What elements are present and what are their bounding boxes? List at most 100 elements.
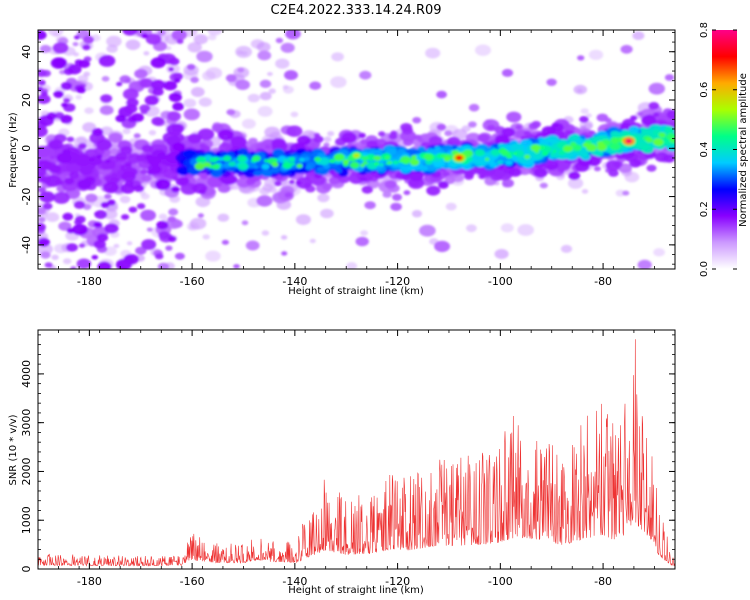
heatmap-cell xyxy=(174,252,185,260)
heatmap-cell xyxy=(364,201,376,210)
heatmap-cell xyxy=(226,109,236,116)
heatmap-cell xyxy=(484,157,490,161)
heatmap-cell xyxy=(236,155,248,163)
heatmap-cell xyxy=(500,223,514,233)
heatmap-cell xyxy=(268,186,277,193)
y-tick-label: 1000 xyxy=(20,506,33,534)
heatmap-cell xyxy=(323,142,330,148)
heatmap-cell xyxy=(128,206,138,213)
y-tick-label: 20 xyxy=(20,93,33,107)
heatmap-cell xyxy=(411,155,417,159)
heatmap-cell xyxy=(241,118,256,129)
heatmap-cell xyxy=(228,161,236,167)
heatmap-cell xyxy=(106,44,118,53)
heatmap-cell xyxy=(78,243,86,248)
heatmap-cell xyxy=(390,202,402,211)
heatmap-cell xyxy=(616,148,624,154)
heatmap-cell xyxy=(468,121,477,128)
heatmap-cell xyxy=(646,164,657,172)
heatmap-cell xyxy=(426,185,441,196)
heatmap-cell xyxy=(524,154,531,159)
heatmap-cell xyxy=(53,191,70,204)
heatmap-cell xyxy=(97,261,112,269)
heatmap-cell xyxy=(148,130,157,136)
heatmap-cell xyxy=(72,42,79,47)
x-tick-label: -120 xyxy=(385,275,410,288)
y-tick-label: 40 xyxy=(20,45,33,59)
heatmap-cell xyxy=(46,112,57,120)
heatmap-cell xyxy=(362,161,368,165)
heatmap-cell xyxy=(568,171,581,180)
heatmap-cell xyxy=(53,90,64,99)
y-tick-label: -40 xyxy=(20,236,33,254)
heatmap-cell xyxy=(172,72,184,81)
heatmap-cell xyxy=(515,124,522,130)
heatmap-cell xyxy=(218,157,224,161)
heatmap-cell xyxy=(72,224,88,236)
heatmap-cell xyxy=(323,163,331,170)
heatmap-cell xyxy=(61,102,68,108)
heatmap-cell xyxy=(195,196,211,208)
heatmap-cell xyxy=(560,244,573,253)
heatmap-cell xyxy=(139,78,153,88)
heatmap-cell xyxy=(135,246,147,255)
heatmap-cell xyxy=(152,87,164,97)
spectrogram-y-axis-label: Frequency (Hz) xyxy=(8,112,19,188)
heatmap-cell xyxy=(221,142,228,147)
heatmap-cell xyxy=(73,200,86,209)
heatmap-cell xyxy=(351,157,356,161)
colorbar-tick-label: 0.4 xyxy=(699,142,710,158)
heatmap-cell xyxy=(311,175,326,186)
heatmap-cell xyxy=(573,84,588,95)
heatmap-cell xyxy=(207,30,223,36)
heatmap-cell xyxy=(83,71,91,77)
heatmap-cell xyxy=(378,131,386,137)
heatmap-cell xyxy=(384,180,397,189)
heatmap-cell xyxy=(285,30,301,40)
heatmap-cell xyxy=(40,251,51,259)
heatmap-cell xyxy=(197,128,215,141)
snr-frame xyxy=(37,329,676,570)
heatmap-cell xyxy=(124,104,138,114)
heatmap-cell xyxy=(609,142,621,151)
heatmap-cell xyxy=(361,185,373,194)
heatmap-cell xyxy=(49,164,62,174)
heatmap-cell xyxy=(247,93,260,103)
heatmap-cell xyxy=(140,169,148,175)
heatmap-cell xyxy=(620,44,633,54)
x-tick-label: -160 xyxy=(180,275,205,288)
heatmap-cell xyxy=(580,108,589,114)
heatmap-cell xyxy=(48,30,64,37)
heatmap-cell xyxy=(107,199,116,206)
heatmap-cell xyxy=(648,102,660,110)
heatmap-cell xyxy=(653,124,662,130)
heatmap-cell xyxy=(60,114,73,124)
heatmap-cell xyxy=(369,148,378,155)
heatmap-cell xyxy=(62,212,74,221)
heatmap-cell xyxy=(359,70,372,80)
heatmap-cell xyxy=(490,148,501,156)
heatmap-cell xyxy=(552,122,559,128)
heatmap-cell xyxy=(183,98,197,108)
heatmap-cell xyxy=(78,59,91,68)
heatmap-cell xyxy=(585,113,592,118)
heatmap-cell xyxy=(101,76,110,82)
heatmap-cell xyxy=(69,171,80,179)
heatmap-cell xyxy=(196,156,207,164)
heatmap-cell xyxy=(180,182,198,195)
y-tick-label: 0 xyxy=(20,566,33,573)
colorbar-label: Normalized spectral amplitude xyxy=(738,73,749,227)
heatmap-cell xyxy=(232,158,239,163)
colorbar: 0.0 0.2 0.4 0.6 0.8 Normalized spectral ampl… xyxy=(699,22,749,277)
heatmap-cell xyxy=(641,115,657,126)
heatmap-cell xyxy=(299,157,305,162)
heatmap-cell xyxy=(126,241,133,246)
heatmap-cell xyxy=(328,176,341,185)
heatmap-cell xyxy=(74,35,80,40)
heatmap-cell xyxy=(84,107,94,114)
heatmap-cell xyxy=(286,125,303,137)
heatmap-cell xyxy=(397,148,406,155)
heatmap-cell xyxy=(82,44,91,51)
heatmap-cell xyxy=(513,152,518,156)
